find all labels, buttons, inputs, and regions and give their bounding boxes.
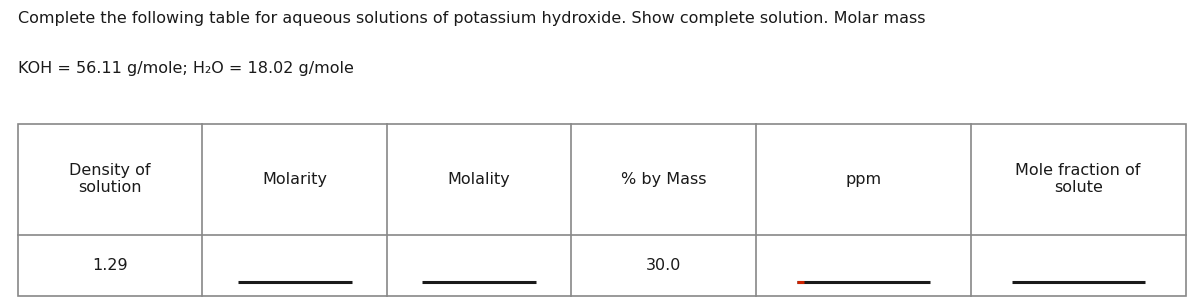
- Text: % by Mass: % by Mass: [620, 172, 707, 187]
- Text: Molarity: Molarity: [263, 172, 328, 187]
- Text: 1.29: 1.29: [92, 258, 128, 273]
- Text: Density of
solution: Density of solution: [70, 163, 151, 195]
- Text: Molality: Molality: [448, 172, 510, 187]
- Text: 30.0: 30.0: [646, 258, 682, 273]
- Text: Mole fraction of
solute: Mole fraction of solute: [1015, 163, 1141, 195]
- Bar: [18, 124, 1186, 296]
- Text: KOH = 56.11 g/mole; H₂O = 18.02 g/mole: KOH = 56.11 g/mole; H₂O = 18.02 g/mole: [18, 61, 354, 76]
- Text: ppm: ppm: [845, 172, 882, 187]
- Text: Complete the following table for aqueous solutions of potassium hydroxide. Show : Complete the following table for aqueous…: [18, 11, 925, 26]
